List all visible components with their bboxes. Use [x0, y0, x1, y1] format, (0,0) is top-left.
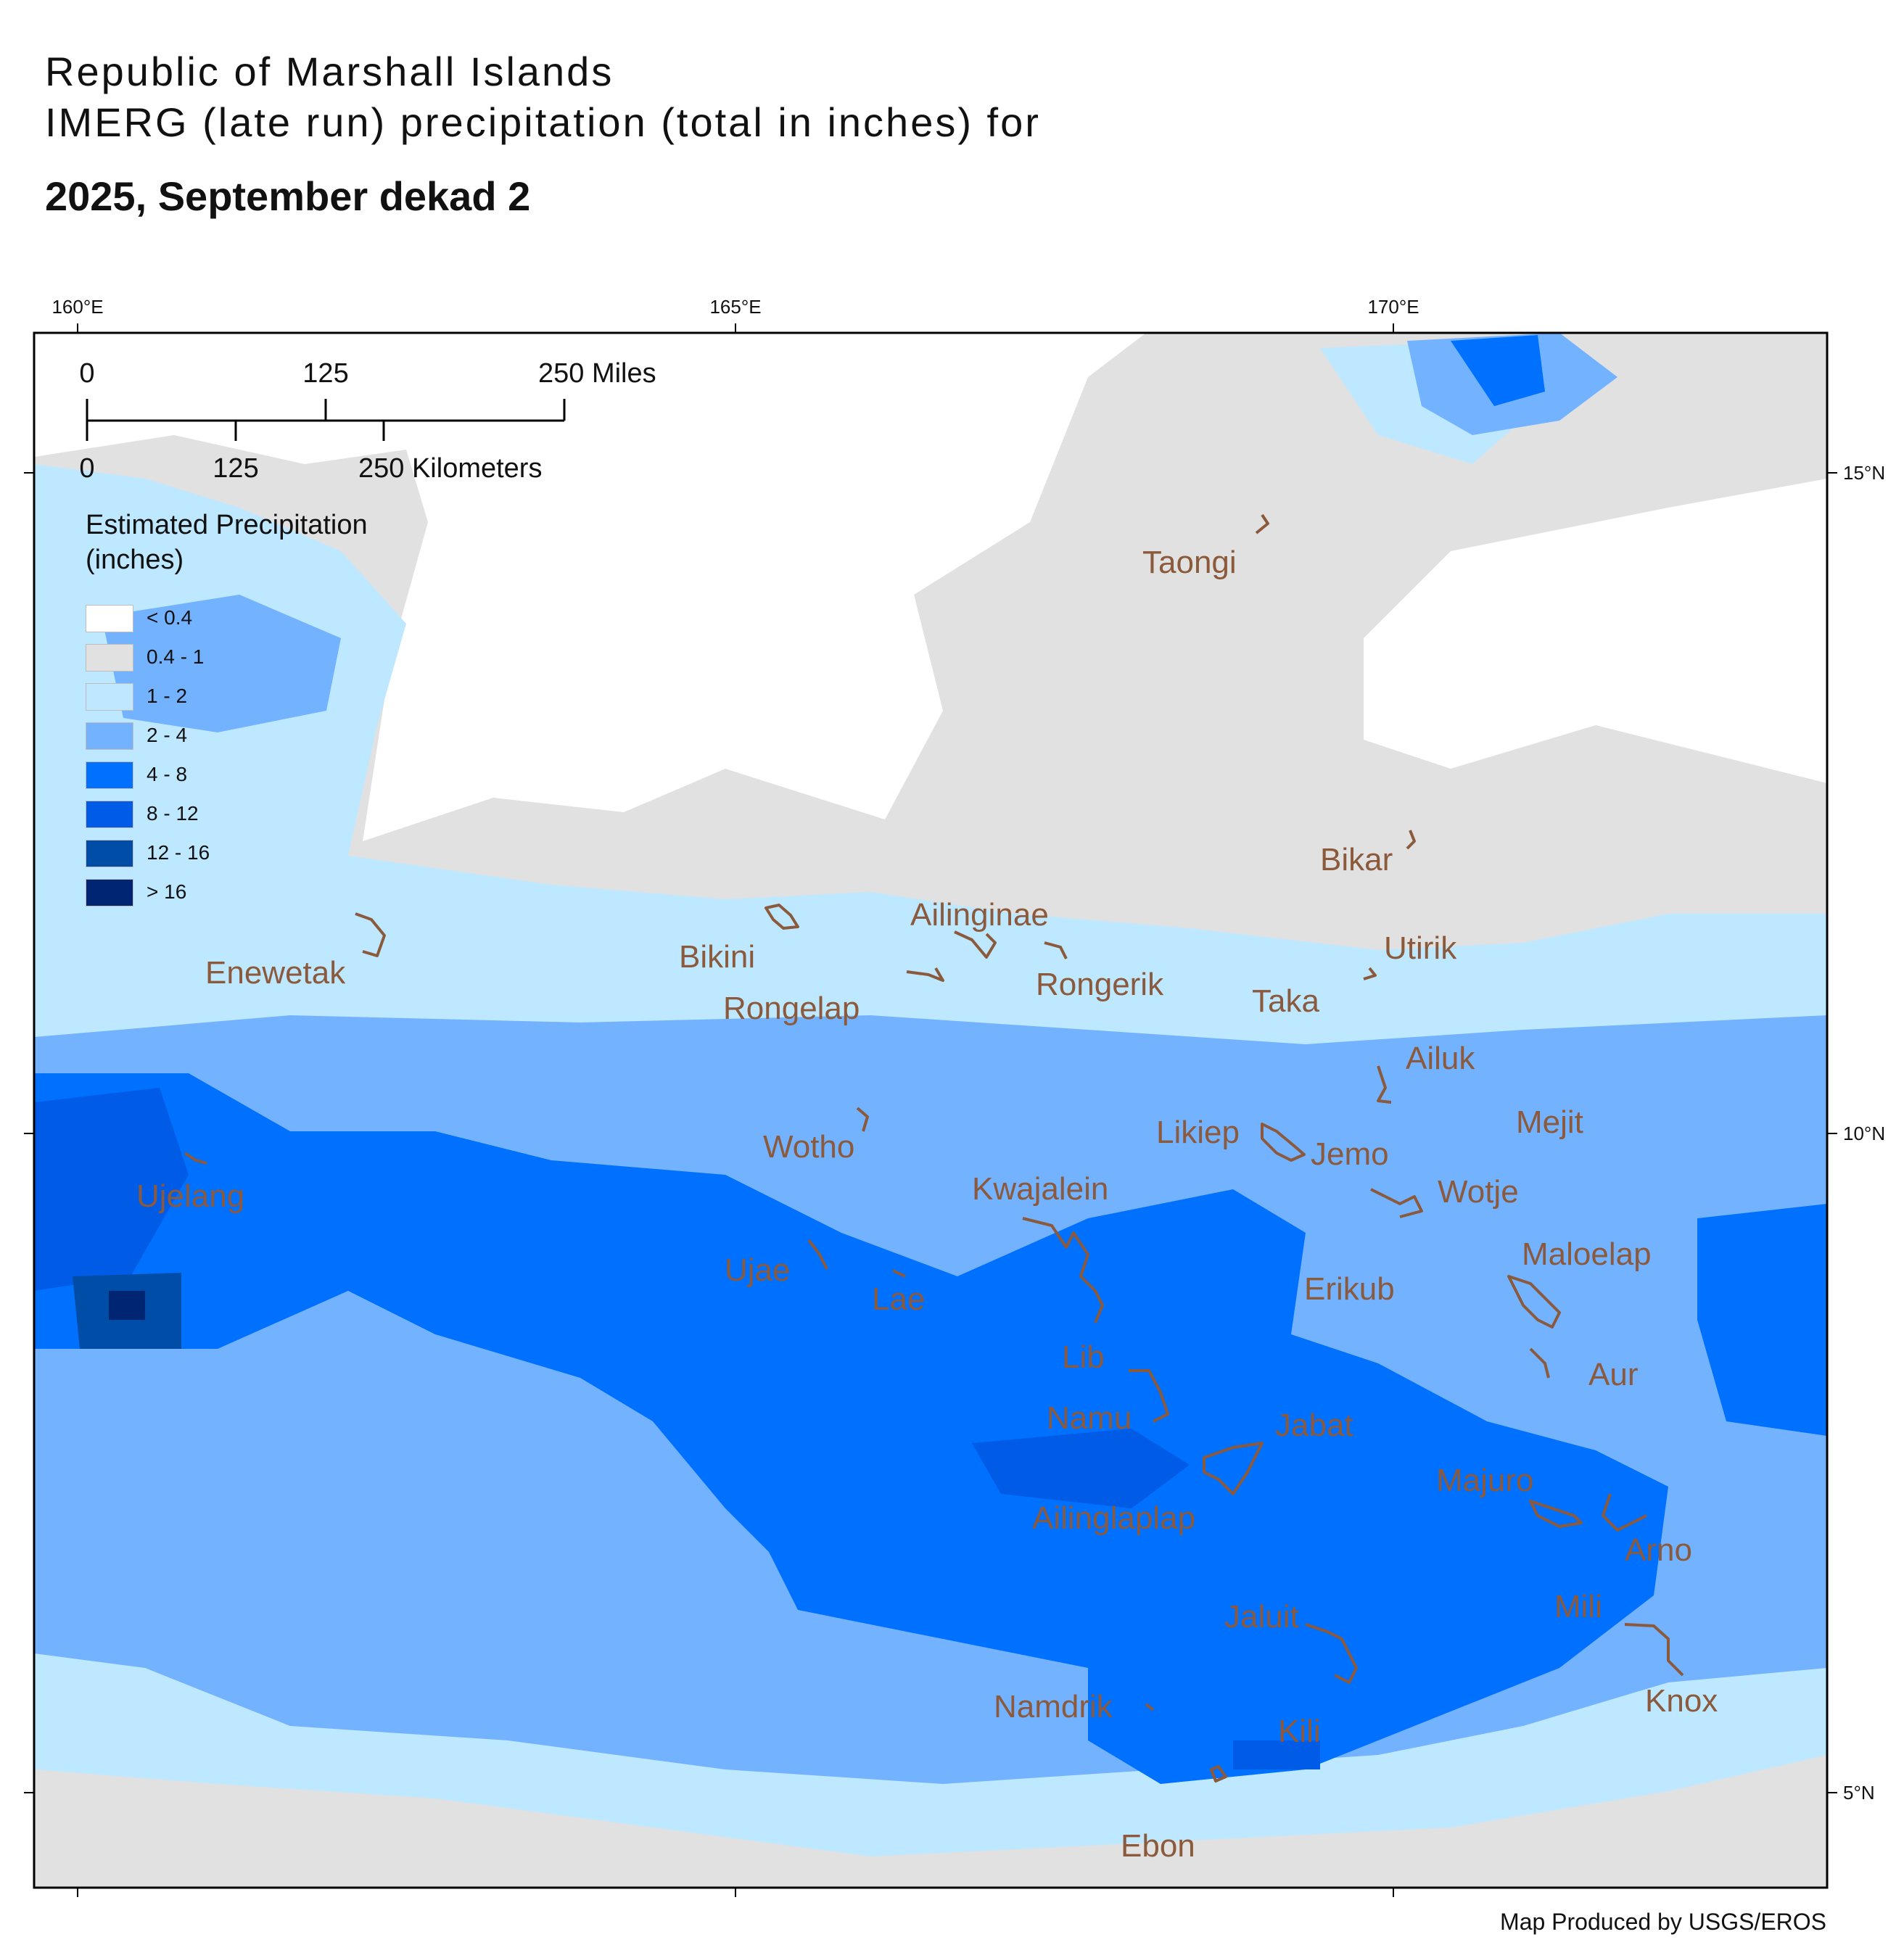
atoll-label-bikini: Bikini — [679, 939, 755, 975]
scale-km-125: 125 — [213, 453, 258, 484]
legend-label: 1 - 2 — [147, 685, 188, 707]
atoll-label-erikub: Erikub — [1304, 1271, 1395, 1307]
lon-label-160: 160°E — [51, 296, 103, 318]
precipitation-raster — [34, 333, 1827, 1888]
legend-title-line1: Estimated Precipitation — [86, 510, 368, 540]
atoll-label-maloelap: Maloelap — [1522, 1236, 1652, 1272]
atoll-label-mili: Mili — [1554, 1589, 1602, 1624]
atoll-label-ebon: Ebon — [1121, 1828, 1195, 1864]
atoll-label-kwajalein: Kwajalein — [972, 1171, 1108, 1207]
map-title-line2: IMERG (late run) precipitation (total in… — [45, 99, 1041, 145]
scale-miles-0: 0 — [79, 358, 94, 389]
legend-swatch — [86, 879, 133, 906]
atoll-label-ujelang: Ujelang — [136, 1178, 244, 1214]
legend-label: 2 - 4 — [147, 724, 188, 746]
atoll-label-jemo: Jemo — [1311, 1136, 1389, 1172]
scale-bar: 0 125 250 Miles 0 125 250 Kilometers — [79, 358, 656, 484]
map-title-line1: Republic of Marshall Islands — [45, 49, 614, 94]
legend-swatch — [86, 840, 133, 867]
legend-label: 8 - 12 — [147, 802, 199, 825]
atoll-label-rongelap: Rongelap — [723, 991, 860, 1026]
atoll-label-namu: Namu — [1047, 1400, 1132, 1436]
atoll-label-majuro: Majuro — [1436, 1463, 1534, 1498]
atoll-label-likiep: Likiep — [1156, 1115, 1240, 1150]
scale-km-0: 0 — [79, 453, 94, 484]
lat-label-10: 10°N — [1843, 1123, 1885, 1144]
atoll-label-aur: Aur — [1588, 1357, 1638, 1392]
legend-title-line2: (inches) — [86, 545, 184, 575]
atoll-label-ailinginae: Ailinginae — [910, 897, 1049, 933]
legend-swatch — [86, 801, 133, 828]
scale-km-250: 250 Kilometers — [358, 453, 542, 484]
legend-swatch — [86, 605, 133, 632]
legend-label: 12 - 16 — [147, 841, 210, 864]
atoll-label-wotje: Wotje — [1438, 1174, 1519, 1210]
legend-swatch — [86, 683, 133, 711]
atoll-label-ailuk: Ailuk — [1406, 1041, 1475, 1076]
graticule-ticks — [24, 323, 1837, 1897]
atoll-label-lae: Lae — [872, 1281, 925, 1317]
atoll-label-utirik: Utirik — [1384, 930, 1457, 966]
atoll-label-jabat: Jabat — [1275, 1408, 1353, 1443]
legend-label: 4 - 8 — [147, 763, 188, 785]
lon-label-170: 170°E — [1367, 296, 1419, 318]
legend-swatch — [86, 761, 133, 789]
atoll-label-mejit: Mejit — [1516, 1104, 1583, 1140]
atoll-label-bikar: Bikar — [1320, 842, 1393, 877]
atoll-label-lib: Lib — [1062, 1339, 1105, 1375]
atoll-label-taka: Taka — [1252, 983, 1319, 1019]
scale-miles-250: 250 Miles — [538, 358, 656, 389]
legend-swatch — [86, 644, 133, 672]
atoll-label-wotho: Wotho — [763, 1129, 854, 1165]
atoll-label-arno: Arno — [1625, 1532, 1692, 1568]
legend-swatch — [86, 722, 133, 750]
legend: Estimated Precipitation (inches) < 0.4 0.… — [86, 508, 368, 906]
atoll-label-enewetak: Enewetak — [205, 955, 346, 991]
atoll-label-ujae: Ujae — [725, 1252, 791, 1288]
scale-miles-125: 125 — [302, 358, 348, 389]
atoll-label-knox: Knox — [1645, 1683, 1718, 1719]
atoll-label-ailinglaplap: Ailinglaplap — [1032, 1500, 1195, 1536]
atoll-label-kili: Kili — [1278, 1714, 1321, 1749]
legend-label: 0.4 - 1 — [147, 645, 205, 668]
lat-label-5: 5°N — [1843, 1782, 1875, 1804]
map-frame — [33, 331, 1829, 1889]
atoll-label-rongerik: Rongerik — [1036, 967, 1164, 1002]
lon-label-165: 165°E — [709, 296, 761, 318]
map-period-title: 2025, September dekad 2 — [45, 173, 531, 219]
legend-label: < 0.4 — [147, 606, 193, 629]
atoll-label-namdrik: Namdrik — [994, 1689, 1113, 1724]
lat-label-15: 15°N — [1843, 462, 1885, 484]
legend-label: > 16 — [147, 880, 187, 903]
atoll-outlines — [184, 513, 1684, 1783]
atoll-label-jaluit: Jaluit — [1224, 1599, 1299, 1635]
atoll-label-taongi: Taongi — [1142, 545, 1237, 580]
map-credit: Map Produced by USGS/EROS — [1500, 1909, 1826, 1935]
